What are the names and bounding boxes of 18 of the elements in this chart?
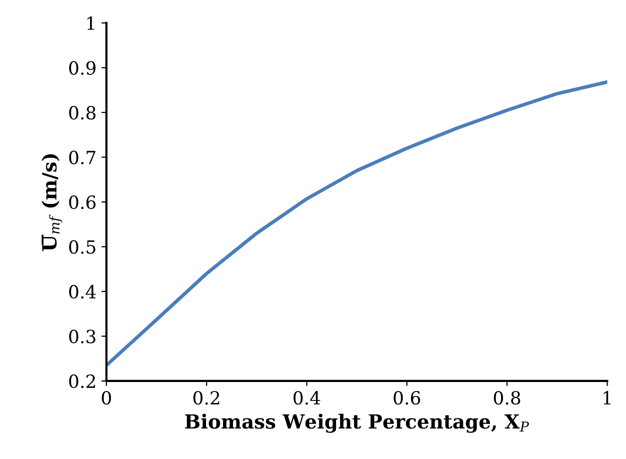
y-tick-label: 0.9 bbox=[69, 61, 96, 75]
y-tick-label: 0.2 bbox=[69, 374, 95, 388]
y-tick-label: 0.5 bbox=[69, 240, 96, 254]
y-tick-label: 0.6 bbox=[69, 195, 96, 210]
x-tick-label: 0 bbox=[102, 391, 111, 405]
line-series bbox=[106, 80, 608, 368]
x-tick-label: 1 bbox=[604, 391, 610, 404]
x-tick-label: 0.2 bbox=[193, 391, 220, 405]
y-axis-title: U̅$_{mf}$ (m/s) bbox=[42, 154, 62, 252]
x-tick-label: 0.6 bbox=[394, 391, 420, 405]
y-tick-label: 0.3 bbox=[69, 330, 96, 344]
x-tick-label: 0.4 bbox=[294, 391, 320, 405]
y-tick-label: 0.7 bbox=[69, 150, 96, 164]
y-tick-label: 0.4 bbox=[69, 284, 96, 299]
x-tick-label: 0.8 bbox=[494, 391, 520, 405]
x-axis-title: Biomass Weight Percentage, X$_{P}$ bbox=[185, 414, 529, 433]
y-tick-label: 1 bbox=[87, 16, 94, 30]
y-tick-label: 0.8 bbox=[69, 106, 96, 120]
